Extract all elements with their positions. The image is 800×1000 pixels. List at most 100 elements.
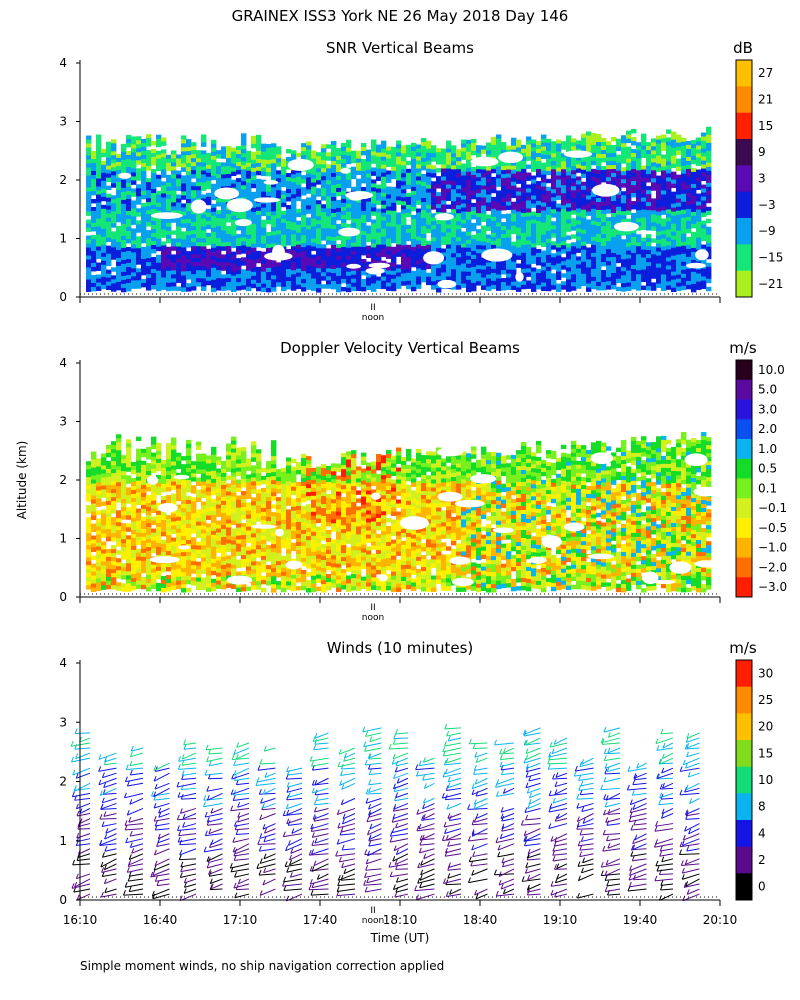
heatmap-cell <box>156 514 162 520</box>
heatmap-cell <box>156 454 162 460</box>
heatmap-cell <box>381 188 387 194</box>
heatmap-cell <box>226 282 232 287</box>
heatmap-cell <box>656 155 662 160</box>
heatmap-cell <box>121 543 127 548</box>
heatmap-cell <box>616 230 622 236</box>
heatmap-cell <box>706 218 712 224</box>
heatmap-cell <box>136 472 142 478</box>
heatmap-cell <box>556 159 562 164</box>
heatmap-cell <box>326 164 332 169</box>
heatmap-cell <box>546 266 552 272</box>
heatmap-cell <box>546 258 552 264</box>
heatmap-cell <box>596 269 602 275</box>
heatmap-cell <box>411 262 417 268</box>
heatmap-cell <box>141 568 147 574</box>
heatmap-cell <box>576 284 582 289</box>
heatmap-cell <box>266 147 272 153</box>
heatmap-cell <box>636 186 642 191</box>
heatmap-cell <box>106 552 112 558</box>
heatmap-cell <box>276 158 282 163</box>
heatmap-cell <box>511 177 517 183</box>
heatmap-cell <box>236 226 242 231</box>
heatmap-cell <box>511 141 517 147</box>
heatmap-cell <box>236 258 242 263</box>
heatmap-cell <box>96 154 102 159</box>
heatmap-cell <box>266 171 272 177</box>
heatmap-cell <box>271 239 277 244</box>
heatmap-cell <box>681 245 687 251</box>
heatmap-cell <box>556 171 562 176</box>
heatmap-cell <box>266 191 272 197</box>
heatmap-cell <box>86 147 92 152</box>
heatmap-cell <box>136 224 142 229</box>
heatmap-cell <box>346 183 352 189</box>
heatmap-cell <box>471 262 477 268</box>
heatmap-cell <box>376 248 382 253</box>
heatmap-cell <box>191 146 197 151</box>
heatmap-cell <box>171 441 177 446</box>
heatmap-cell <box>356 202 362 208</box>
heatmap-cell <box>491 204 497 210</box>
heatmap-cell <box>236 154 242 159</box>
heatmap-cell <box>121 215 127 221</box>
heatmap-cell <box>301 267 307 272</box>
heatmap-cell <box>411 214 417 220</box>
heatmap-cell <box>676 186 682 192</box>
heatmap-cell <box>246 286 252 292</box>
heatmap-cell <box>291 210 297 215</box>
heatmap-cell <box>186 263 192 268</box>
heatmap-cell <box>141 202 147 208</box>
heatmap-cell <box>186 151 192 156</box>
heatmap-cell <box>311 194 317 199</box>
heatmap-cell <box>461 183 467 188</box>
heatmap-cell <box>521 148 527 154</box>
heatmap-cell <box>506 245 512 250</box>
heatmap-cell <box>146 563 152 568</box>
heatmap-cell <box>411 166 417 172</box>
heatmap-cell <box>506 237 512 242</box>
heatmap-cell <box>671 287 677 293</box>
heatmap-cell <box>496 138 502 143</box>
heatmap-cell <box>116 558 122 563</box>
heatmap-cell <box>451 221 457 226</box>
heatmap-cell <box>381 272 387 278</box>
heatmap-cell <box>341 142 347 148</box>
heatmap-cell <box>186 251 192 256</box>
heatmap-cell <box>691 211 697 217</box>
heatmap-cell <box>371 155 377 160</box>
heatmap-cell <box>576 264 582 269</box>
heatmap-cell <box>91 179 97 184</box>
heatmap-cell <box>136 240 142 245</box>
heatmap-cell <box>256 226 262 232</box>
heatmap-cell <box>646 250 652 255</box>
heatmap-cell <box>156 266 162 272</box>
heatmap-cell <box>131 485 137 491</box>
heatmap-cell <box>431 277 437 282</box>
heatmap-cell <box>421 217 427 223</box>
heatmap-cell <box>361 270 367 276</box>
heatmap-cell <box>706 206 712 212</box>
heatmap-cell <box>146 555 152 560</box>
heatmap-cell <box>121 511 127 516</box>
heatmap-cell <box>371 239 377 244</box>
heatmap-cell <box>266 143 272 149</box>
heatmap-cell <box>696 257 702 262</box>
heatmap-cell <box>341 266 347 272</box>
heatmap-cell <box>421 141 427 147</box>
heatmap-cell <box>306 141 312 146</box>
heatmap-cell <box>456 173 462 178</box>
heatmap-cell <box>651 138 657 143</box>
heatmap-cell <box>546 230 552 236</box>
heatmap-cell <box>211 147 217 153</box>
heatmap-cell <box>431 241 437 246</box>
heatmap-cell <box>576 228 582 233</box>
heatmap-cell <box>166 547 172 552</box>
heatmap-cell <box>501 266 507 271</box>
heatmap-cell <box>411 218 417 224</box>
heatmap-cell <box>96 486 102 491</box>
heatmap-cell <box>111 255 117 260</box>
heatmap-cell <box>471 202 477 208</box>
heatmap-cell <box>461 215 467 220</box>
heatmap-cell <box>491 164 497 170</box>
heatmap-cell <box>326 220 332 225</box>
